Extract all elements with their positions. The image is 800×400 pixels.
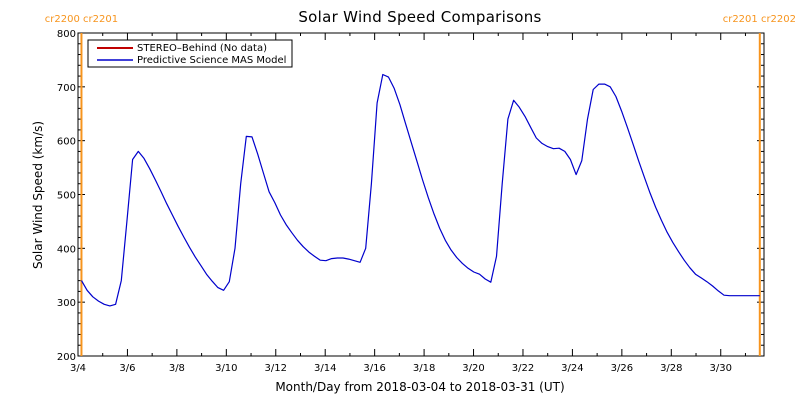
x-tick-label: 3/30 — [710, 363, 732, 374]
series-line-mas-model — [80, 73, 760, 307]
x-tick-label: 3/18 — [413, 363, 435, 374]
plot-frame — [77, 32, 765, 357]
legend-box — [87, 39, 293, 68]
x-tick-label: 3/8 — [169, 363, 185, 374]
x-axis-label: Month/Day from 2018-03-04 to 2018-03-31 … — [275, 380, 564, 394]
x-tick-label: 3/10 — [215, 363, 237, 374]
x-tick-label: 3/24 — [561, 363, 583, 374]
y-axis-label: Solar Wind Speed (km/s) — [31, 121, 45, 269]
x-tick-label: 3/22 — [512, 363, 534, 374]
chart-title: Solar Wind Speed Comparisons — [298, 8, 541, 26]
x-tick-label: 3/6 — [119, 363, 135, 374]
y-tick-label: 200 — [57, 352, 76, 363]
x-tick-label: 3/28 — [660, 363, 682, 374]
carrington-marker-label: cr2200 cr2201 — [45, 14, 118, 25]
series-layer — [80, 73, 760, 307]
x-tick-label: 3/12 — [265, 363, 287, 374]
carrington-marker-label: cr2201 cr2202 — [723, 14, 796, 25]
y-tick-label: 400 — [57, 244, 76, 255]
x-tick-label: 3/20 — [462, 363, 484, 374]
y-axis-ticks: 200 300 400 500 600 700 800 — [57, 29, 764, 363]
y-tick-label: 700 — [57, 83, 76, 94]
x-tick-label: 3/26 — [611, 363, 633, 374]
legend-label-mas-model: Predictive Science MAS Model — [137, 55, 286, 66]
x-tick-label: 3/4 — [70, 363, 86, 374]
legend-label-stereo: STEREO–Behind (No data) — [137, 43, 267, 54]
legend: STEREO–Behind (No data) Predictive Scien… — [87, 39, 293, 68]
x-tick-label: 3/16 — [363, 363, 385, 374]
carrington-markers: cr2200 cr2201 cr2201 cr2202 — [45, 14, 796, 356]
x-axis-ticks: 3/4 3/6 3/8 3/10 3/12 3/14 3/16 3/18 3/20 3/22 3/2… — [70, 33, 746, 374]
y-tick-label: 800 — [57, 29, 76, 40]
y-tick-label: 600 — [57, 137, 76, 148]
y-tick-label: 500 — [57, 191, 76, 202]
y-tick-label: 300 — [57, 298, 76, 309]
x-tick-label: 3/14 — [314, 363, 336, 374]
